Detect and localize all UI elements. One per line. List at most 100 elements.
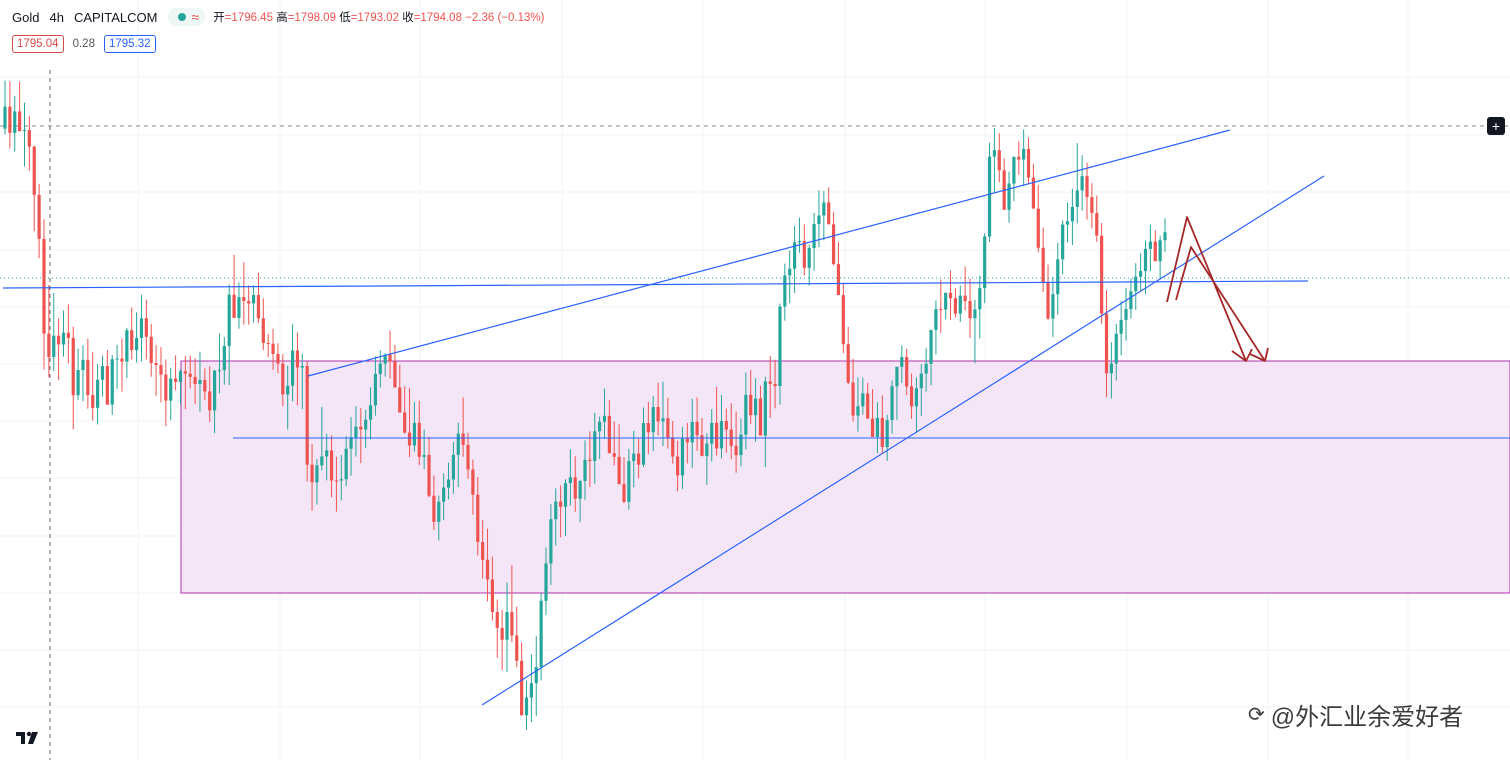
candle-body [851,382,855,416]
candle-body [924,363,928,374]
candle [520,642,524,716]
upper-channel-line[interactable] [307,129,1231,377]
candle [505,582,509,672]
candle [66,304,70,364]
candle [261,298,265,351]
candle-body [310,464,314,483]
candle-body [870,418,875,437]
candle-body [227,294,231,346]
candle-body [1046,282,1050,319]
candle [344,436,348,486]
projection-arrow[interactable] [1166,216,1269,362]
candle [412,402,417,452]
interval-label[interactable]: 4h [49,9,64,25]
candle [802,224,806,276]
candle [539,592,543,681]
status-pill[interactable]: ≈ [167,8,206,26]
candle [3,80,7,135]
candle [978,275,982,339]
candle [437,495,441,541]
candle [1090,183,1094,229]
candle [724,408,728,453]
candle [792,226,797,294]
tradingview-logo-icon[interactable] [14,728,40,748]
candle-body [271,343,275,354]
candle [578,479,582,523]
candle [403,386,407,434]
candle [383,353,387,377]
candle [1026,137,1031,184]
candle-body [817,215,821,224]
candle-body [105,366,109,405]
candle-body [451,454,456,480]
candle-body [388,354,392,362]
candle-body [61,332,66,345]
candle [1061,220,1065,275]
candle-body [783,275,787,307]
watermark-text: @外汇业余爱好者 [1270,704,1464,731]
candle [632,430,636,488]
candle-body [890,386,894,421]
candle-body [193,376,197,384]
candle [354,406,358,457]
candle [393,344,397,388]
candle-body [1148,241,1152,249]
flat-resistance-line[interactable] [2,280,1309,289]
candle-body [261,318,265,343]
candle [744,372,748,450]
candle [1153,230,1157,262]
candle [442,473,446,521]
candle [534,636,538,716]
candle-body [281,363,285,395]
candle [1036,185,1040,253]
candle [22,102,27,167]
candle-body [549,519,553,564]
add-plus-icon[interactable]: + [1487,117,1505,135]
candle-body [42,238,46,334]
live-dot-icon [177,13,186,21]
candle [1109,341,1113,399]
candle [851,358,855,422]
candle-body [997,150,1001,171]
candle-body [120,358,124,362]
candle-body [76,370,80,396]
exchange-label: CAPITALCOM [73,9,158,25]
candle [836,241,841,296]
candle-body [637,453,641,465]
candle [208,366,212,422]
candle [266,333,270,358]
ask-button[interactable]: 1795.32 [103,35,156,53]
candle-body [534,667,538,684]
candle-body [339,479,343,481]
candle [866,382,870,419]
candle [646,401,650,455]
candle-body [325,450,329,457]
candle-body [412,422,417,446]
candle [212,369,217,434]
candle [559,485,563,538]
candle [276,343,280,374]
candle-body [651,407,655,433]
candle-body [978,288,982,310]
candle [666,397,670,449]
candle-body [1026,148,1031,178]
candle-body [520,660,524,716]
candle [637,438,641,479]
candle-body [939,309,943,311]
bid-button[interactable]: 1795.04 [12,35,64,53]
candle [510,565,514,643]
candle-body [617,456,621,485]
candle [656,382,660,436]
candle [159,347,163,403]
rising-support-line[interactable] [481,175,1325,706]
candle [593,412,597,484]
watermark: ⟳ @外汇业余爱好者 [1248,697,1463,732]
candle [773,359,777,409]
candle-body [154,363,158,366]
candle-body [295,350,300,368]
spread-value: 0.28 [72,38,95,50]
symbol-name[interactable]: Gold [12,9,40,25]
candle-body [714,422,719,449]
candle [96,364,100,425]
